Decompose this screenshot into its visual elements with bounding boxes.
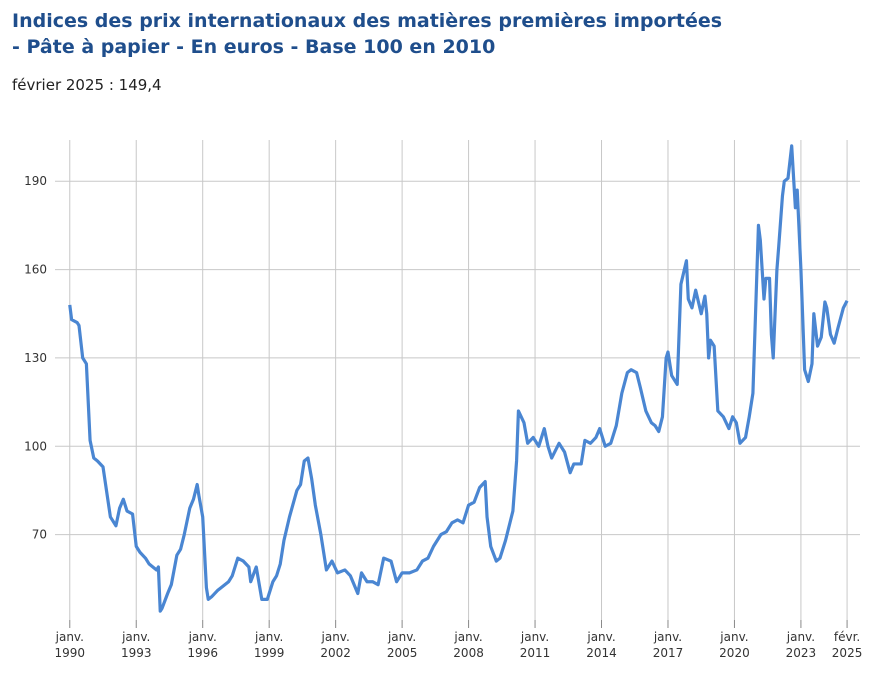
y-tick-label: 70: [32, 528, 47, 542]
chart-title: Indices des prix internationaux des mati…: [12, 10, 723, 58]
y-tick-label: 130: [24, 351, 47, 365]
x-tick-label: janv. 2005: [387, 630, 418, 660]
x-tick-label: janv. 2008: [453, 630, 484, 660]
x-tick-label: janv. 2023: [786, 630, 817, 660]
y-tick-label: 160: [24, 263, 47, 277]
x-tick-label: janv. 2017: [653, 630, 684, 660]
y-tick-label: 100: [24, 439, 47, 453]
x-tick-label: janv. 2011: [520, 630, 551, 660]
x-tick-label: janv. 1990: [54, 630, 85, 660]
x-tick-label: janv. 1993: [121, 630, 152, 660]
data-line: [68, 144, 849, 613]
x-tick-label: janv. 2014: [586, 630, 617, 660]
chart-subtitle: février 2025 : 149,4: [12, 76, 162, 94]
x-tick-label: janv. 1996: [187, 630, 218, 660]
x-tick-label: févr. 2025: [832, 630, 863, 660]
x-tick-label: janv. 2020: [719, 630, 750, 660]
y-tick-label: 190: [24, 174, 47, 188]
x-tick-label: janv. 2002: [320, 630, 351, 660]
x-tick-label: janv. 1999: [254, 630, 285, 660]
